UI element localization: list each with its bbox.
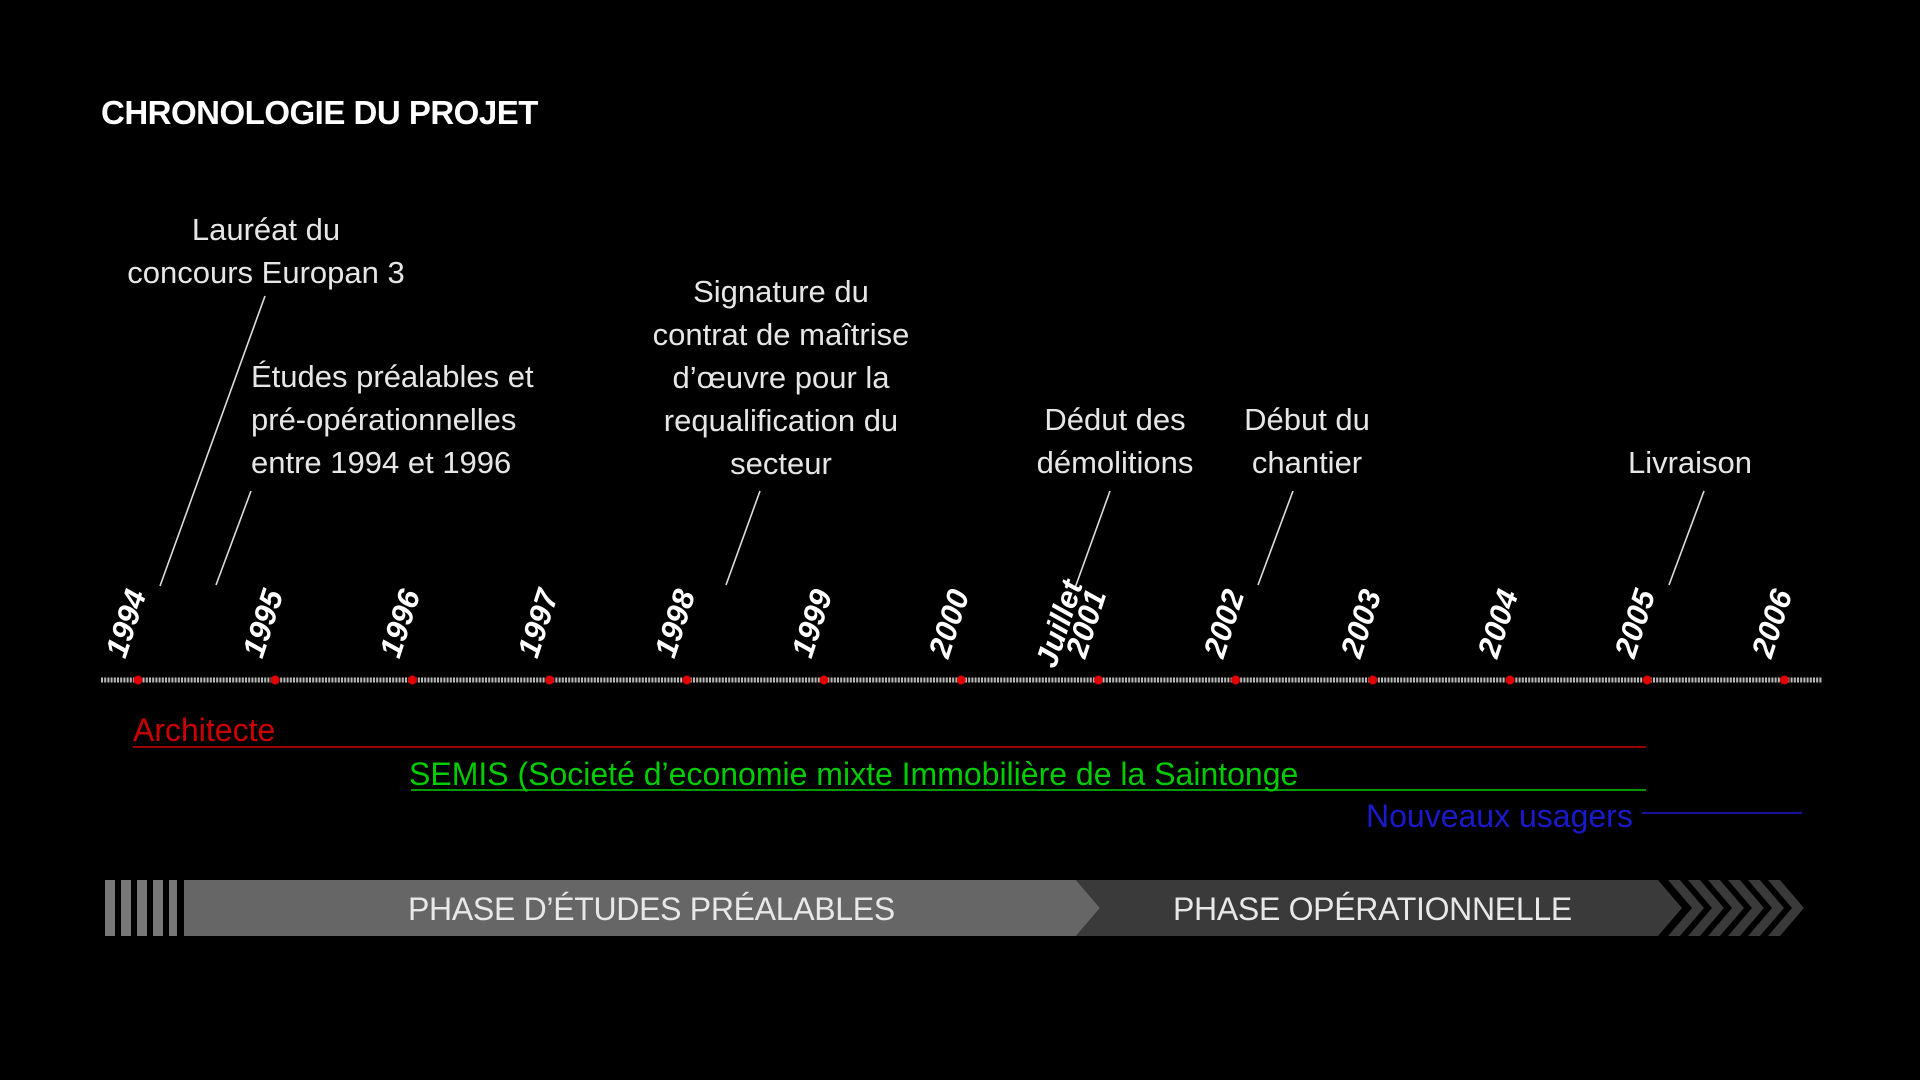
tick-dot-1997 xyxy=(545,675,555,685)
leader-line-etudes xyxy=(215,490,252,586)
tick-dot-2001 xyxy=(1093,675,1103,685)
tick-dot-1998 xyxy=(682,675,692,685)
actor-nouveaux-usagers: Nouveaux usagers xyxy=(1366,798,1633,834)
actor-semis: SEMIS (Societé d’economie mixte Immobili… xyxy=(409,756,1299,792)
leader-line-europan xyxy=(159,295,266,587)
leader-line-signature xyxy=(725,490,761,586)
event-etudes: Études préalables et pré-opérationnelles… xyxy=(251,359,534,480)
tick-dot-2006 xyxy=(1779,675,1789,685)
tick-dot-2000 xyxy=(956,675,966,685)
event-europan: Lauréat du concours Europan 3 xyxy=(127,212,405,290)
phase-end-chevrons xyxy=(1668,880,1804,936)
leader-line-livraison xyxy=(1668,490,1705,586)
phase-band xyxy=(105,880,1804,936)
event-livraison: Livraison xyxy=(1627,445,1753,480)
leader-line-chantier xyxy=(1257,490,1294,586)
phase-start-stripes xyxy=(105,880,177,936)
tick-dot-1994 xyxy=(133,675,143,685)
event-signature: Signature du contrat de maîtrise d’œuvre… xyxy=(652,274,910,481)
leader-line-demolitions xyxy=(1074,490,1111,589)
tick-dot-1995 xyxy=(270,675,280,685)
tick-dots xyxy=(133,675,1789,685)
actor-architecte: Architecte xyxy=(133,712,276,748)
tick-dot-2005 xyxy=(1642,675,1652,685)
phase-etudes-label: PHASE D’ÉTUDES PRÉALABLES xyxy=(408,891,895,927)
phase-etudes-arrow xyxy=(184,880,1100,936)
event-chantier: Début du chantier xyxy=(1244,402,1370,480)
tick-dot-2003 xyxy=(1368,675,1378,685)
diagram-title: CHRONOLOGIE DU PROJET xyxy=(101,94,538,131)
phase-operationnelle-label: PHASE OPÉRATIONNELLE xyxy=(1173,891,1572,927)
event-demolitions: Dédut des démolitions xyxy=(1036,402,1194,480)
tick-dot-2004 xyxy=(1505,675,1515,685)
tick-dot-1999 xyxy=(819,675,829,685)
phase-operationnelle-arrow xyxy=(1076,880,1682,936)
tick-dot-1996 xyxy=(407,675,417,685)
leader-lines xyxy=(159,295,1705,589)
tick-dot-2002 xyxy=(1231,675,1241,685)
